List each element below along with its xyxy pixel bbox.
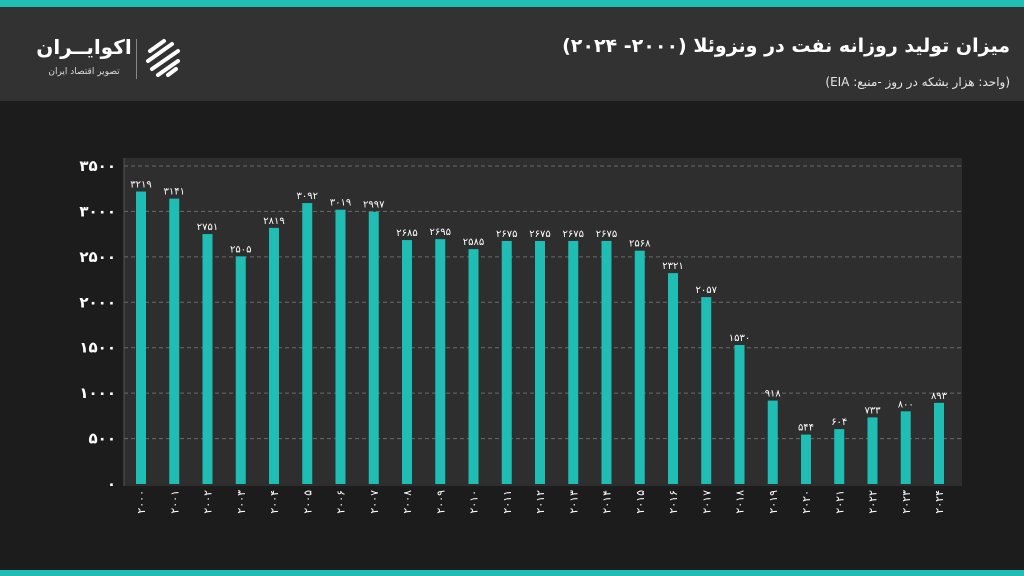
bar-2003 [235,256,246,484]
x-tick-label: ۲۰۱۷ [700,490,713,514]
y-tick-label: ۵۰۰ [89,430,116,448]
bottom-accent-bar [0,570,1024,576]
page-subtitle: (واحد: هزار بشکه در روز -منبع: EIA) [825,75,1010,89]
bar-2009 [435,239,446,484]
data-label: ۲۶۷۵ [563,229,584,240]
data-label: ۲۶۷۵ [496,229,517,240]
bar-2006 [335,209,346,485]
x-tick-label: ۲۰۰۰ [135,490,148,514]
x-tick-label: ۲۰۲۴ [933,490,946,514]
data-label: ۲۷۵۱ [197,222,218,233]
x-tick-label: ۲۰۰۵ [301,490,314,514]
data-label: ۳۰۱۹ [330,198,351,209]
x-tick-label: ۲۰۰۳ [235,490,248,514]
bar-2024 [934,402,944,484]
data-label: ۲۵۶۸ [629,239,651,250]
bar-2007 [368,211,379,484]
logo-divider [136,39,137,79]
bar-2010 [468,249,479,484]
y-tick-label: ۱۰۰۰ [79,384,116,402]
x-tick-label: ۲۰۱۹ [767,490,780,514]
bar-2023 [900,411,911,484]
x-tick-label: ۲۰۰۴ [268,490,281,514]
bar-2001 [169,198,180,484]
y-tick-label: ۲۵۰۰ [79,248,116,266]
data-label: ۷۳۳ [864,405,881,416]
bar-2015 [634,250,645,484]
y-tick-label: ۳۵۰۰ [79,157,116,175]
data-label: ۲۹۹۷ [363,200,385,211]
data-label: ۹۱۸ [765,389,782,400]
logo-tagline: تصویر اقتصاد ایران [48,67,120,77]
x-tick-label: ۲۰۰۸ [401,490,414,514]
data-label: ۲۶۹۵ [430,227,451,238]
data-label: ۲۵۸۵ [463,237,484,248]
bar-2020 [801,434,811,484]
data-label: ۲۶۷۵ [529,229,550,240]
x-tick-label: ۲۰۰۲ [202,490,215,514]
top-accent-bar [0,0,1024,7]
data-label: ۲۸۱۹ [263,216,284,227]
bar-2004 [269,227,279,484]
bar-2022 [867,417,878,484]
bar-2014 [601,240,612,484]
data-label: ۳۲۱۹ [130,180,151,191]
x-tick-label: ۲۰۱۱ [501,490,514,514]
x-tick-label: ۲۰۱۸ [734,490,747,514]
x-tick-label: ۲۰۱۰ [468,490,481,514]
y-tick-label: ۰ [107,475,116,493]
x-tick-label: ۲۰۲۲ [867,490,880,514]
bar-2017 [701,297,712,484]
data-label: ۳۰۹۲ [297,191,318,202]
x-tick-label: ۲۰۰۷ [368,490,381,514]
x-tick-label: ۲۰۰۶ [335,490,348,514]
x-tick-label: ۲۰۰۹ [434,490,447,514]
x-tick-label: ۲۰۱۶ [667,490,680,514]
bar-2002 [202,234,213,484]
logo-mark-icon [146,39,180,77]
y-tick-label: ۲۰۰۰ [79,293,116,311]
bar-2021 [834,429,845,484]
x-tick-label: ۲۰۱۴ [601,490,614,514]
data-label: ۸۹۳ [931,391,948,402]
data-label: ۳۱۴۱ [164,187,185,198]
data-label: ۵۴۴ [798,423,814,434]
bar-2008 [402,240,412,484]
data-label: ۲۳۲۱ [662,261,683,272]
data-label: ۲۶۸۵ [396,228,417,239]
bar-2012 [535,240,545,484]
bar-2005 [302,203,313,485]
x-tick-label: ۲۰۱۳ [567,490,580,514]
bar-2011 [501,240,512,484]
y-tick-label: ۱۵۰۰ [79,339,116,357]
bar-2018 [734,344,745,484]
bar-2000 [136,191,146,484]
x-tick-label: ۲۰۰۱ [168,490,181,514]
data-label: ۸۰۰ [898,399,914,410]
bar-2013 [568,240,579,484]
x-tick-label: ۲۰۱۲ [534,490,547,514]
bar-2019 [767,400,778,484]
bar-2016 [668,273,678,484]
logo-name: اکوایــران [36,35,132,59]
data-label: ۱۵۳۰ [729,333,750,344]
x-tick-label: ۲۰۲۱ [833,490,846,514]
x-tick-label: ۲۰۲۳ [900,490,913,514]
x-tick-label: ۲۰۱۵ [634,490,647,514]
page-title: میزان تولید روزانه نفت در ونزوئلا (۲۰۰۰-… [562,35,1010,57]
data-label: ۲۶۷۵ [596,229,617,240]
x-tick-label: ۲۰۲۰ [800,490,813,514]
header: میزان تولید روزانه نفت در ونزوئلا (۲۰۰۰-… [0,7,1024,101]
data-label: ۲۰۵۷ [696,285,718,296]
data-label: ۲۵۰۵ [230,244,251,255]
data-label: ۶۰۴ [831,417,847,428]
y-tick-label: ۳۰۰۰ [79,202,116,220]
